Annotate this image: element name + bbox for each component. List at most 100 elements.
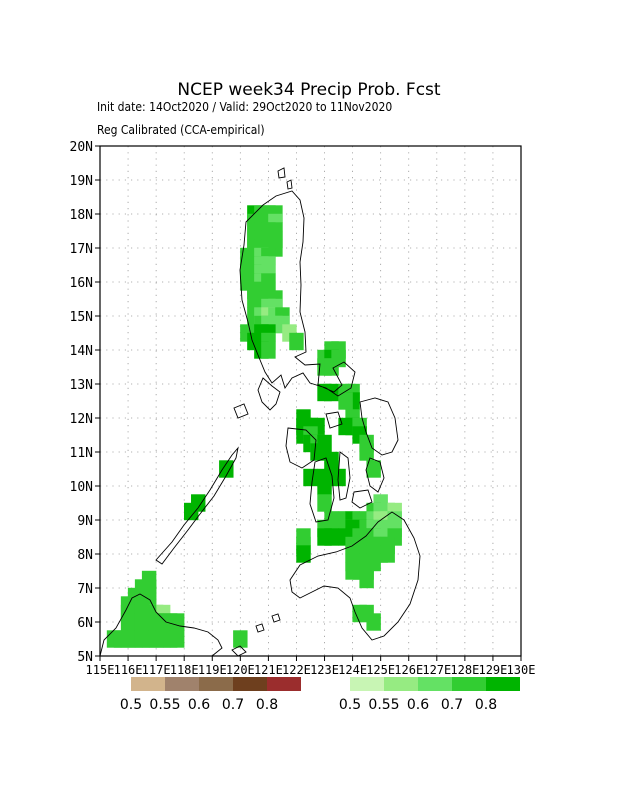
lat-tick-label: 14N [70, 344, 93, 359]
prob-cell [219, 460, 234, 478]
lat-tick-label: 20N [70, 140, 93, 155]
mindoro-coast [257, 377, 281, 411]
probability-cells [106, 205, 402, 648]
below-normal-legend-label: 0.7 [222, 697, 244, 713]
prob-cell [366, 613, 381, 631]
lat-tick-label: 15N [70, 310, 93, 325]
calibration-line: Reg Calibrated (CCA-empirical) [97, 123, 265, 137]
prob-cell [324, 528, 339, 546]
lat-tick-label: 9N [77, 514, 93, 529]
masbate-coast [325, 411, 343, 429]
below-normal-legend-swatch [199, 677, 233, 691]
above-normal-legend-label: 0.7 [441, 697, 463, 713]
lat-tick-label: 13N [70, 378, 93, 393]
below-normal-legend-swatch [131, 677, 165, 691]
lat-lon-grid [100, 146, 521, 656]
above-normal-legend-swatch [486, 677, 520, 691]
map-title: NCEP week34 Precip Prob. Fcst [177, 80, 441, 100]
prob-cell [359, 443, 374, 461]
lat-tick-label: 6N [77, 616, 93, 631]
lat-tick-label: 18N [70, 208, 93, 223]
lon-tick-label: 125E [366, 663, 395, 677]
prob-cell [359, 570, 374, 589]
map-frame [99, 145, 522, 657]
axis-labels: 20N 19N 18N 17N 16N 15N 14N 13N 12N 11N 10N 9N 8N 7N 6… [70, 140, 536, 677]
lat-tick-label: 19N [70, 174, 93, 189]
above-normal-legend-label: 0.55 [368, 697, 399, 713]
prob-cell [317, 477, 332, 495]
lon-tick-label: 115E [86, 663, 115, 677]
cebu-coast [337, 451, 351, 501]
prob-cell [233, 630, 248, 648]
lon-tick-label: 119E [198, 663, 227, 677]
prob-cell [261, 341, 276, 359]
prob-cell [310, 443, 325, 461]
prob-cell [289, 332, 304, 351]
lon-tick-label: 118E [170, 663, 199, 677]
prob-cell [317, 494, 332, 512]
below-normal-legend-label: 0.6 [188, 697, 210, 713]
lon-tick-label: 121E [254, 663, 283, 677]
lon-tick-label: 124E [338, 663, 367, 677]
lat-tick-label: 10N [70, 480, 93, 495]
prob-cell [324, 383, 339, 402]
lat-tick-label: 17N [70, 242, 93, 257]
above-normal-legend-label: 0.6 [407, 697, 429, 713]
lon-tick-label: 116E [114, 663, 143, 677]
above-normal-legend-swatch [452, 677, 486, 691]
below-normal-legend-swatch [233, 677, 267, 691]
above-normal-legend-swatch [418, 677, 452, 691]
borneo-coast [99, 593, 223, 657]
prob-cell [296, 545, 311, 563]
above-normal-legend-label: 0.8 [475, 697, 497, 713]
negros-coast [309, 457, 335, 523]
prob-cell [169, 630, 185, 648]
coastline [99, 167, 421, 657]
babuyan-island [277, 167, 286, 179]
above-normal-legend-label: 0.5 [339, 697, 361, 713]
below-normal-legend-label: 0.55 [149, 697, 180, 713]
prob-cell [184, 502, 199, 521]
map-border [99, 145, 522, 657]
lat-tick-label: 16N [70, 276, 93, 291]
batan-island [286, 179, 293, 190]
prob-cell [366, 460, 381, 478]
lon-tick-label: 130E [507, 663, 536, 677]
lon-tick-label: 117E [142, 663, 171, 677]
init-valid-line: Init date: 14Oct2020 / Valid: 29Oct2020 … [97, 100, 392, 114]
below-normal-legend-swatch [267, 677, 301, 691]
below-normal-legend-label: 0.5 [120, 697, 142, 713]
lat-tick-label: 11N [70, 446, 93, 461]
panay-coast [285, 427, 317, 469]
prob-cell [324, 358, 339, 376]
lon-tick-label: 129E [478, 663, 507, 677]
lat-tick-label: 5N [77, 650, 93, 665]
mindanao-coast [289, 511, 421, 641]
lon-tick-label: 123E [310, 663, 339, 677]
leyte-coast [365, 457, 385, 493]
lon-tick-label: 128E [450, 663, 479, 677]
prob-cell [380, 545, 395, 563]
prob-cell [303, 468, 318, 487]
luzon-coast [239, 190, 356, 397]
lat-tick-label: 8N [77, 548, 93, 563]
prob-cell [338, 392, 353, 410]
sulu-islands [231, 613, 281, 657]
lat-tick-label: 12N [70, 412, 93, 427]
lon-tick-label: 127E [422, 663, 451, 677]
below-normal-legend-swatch [165, 677, 199, 691]
lat-tick-label: 7N [77, 582, 93, 597]
busuanga-island [233, 403, 249, 419]
lon-tick-label: 120E [226, 663, 255, 677]
bohol-coast [351, 489, 373, 509]
probability-legend: 0.5 0.55 0.6 0.7 0.8 0.5 0.55 0.6 0.7 0.8 [120, 677, 520, 713]
lon-tick-label: 122E [282, 663, 311, 677]
lon-tick-label: 126E [394, 663, 423, 677]
above-normal-legend-swatch [384, 677, 418, 691]
above-normal-legend-swatch [350, 677, 384, 691]
palawan-coast [155, 446, 239, 565]
prob-cell [169, 613, 185, 631]
samar-coast [359, 397, 399, 456]
below-normal-legend-label: 0.8 [256, 697, 278, 713]
